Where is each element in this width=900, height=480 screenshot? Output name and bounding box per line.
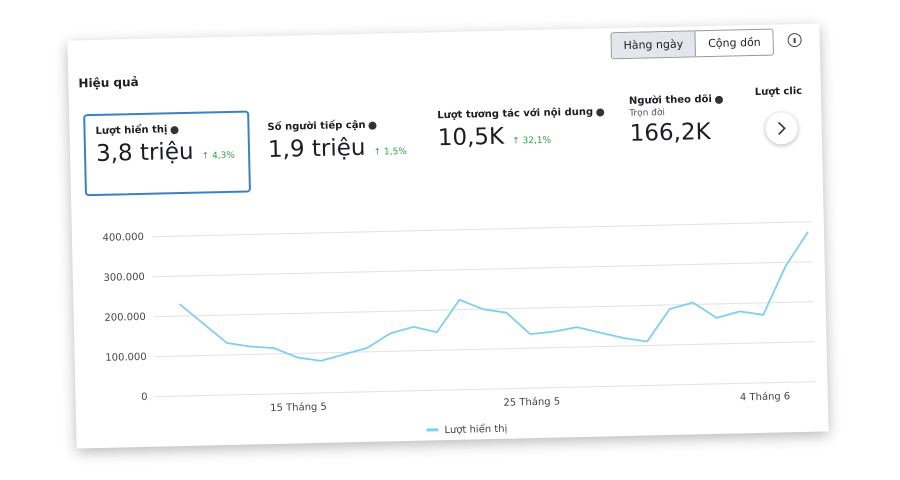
metric-card[interactable]: Lượt tương tác với nội dung 10,5K ↑ 32,1% [437,102,606,192]
grid-line [151,221,812,238]
metric-note: Trọn đời [629,108,666,119]
metric-label: Người theo dõi [628,93,713,107]
legend-label: Lượt hiển thị [444,422,507,436]
metric-label: Lượt clic [754,85,803,99]
y-tick-label: 400.000 [102,232,144,244]
metric-change: ↑ 32,1% [512,135,552,147]
info-icon [595,107,605,117]
info-icon [170,125,179,134]
metric-card[interactable]: Người theo dõi Trọn đời 166,2K [629,94,725,178]
card-title: Hiệu quả [78,74,139,91]
info-icon [368,121,377,130]
metric-value: 10,5K [437,123,505,152]
y-tick-label: 0 [141,392,148,403]
metric-change-value: 1,5% [383,146,407,158]
metric-label: Lượt tương tác với nội dung [437,106,594,122]
x-tick-label: 4 Tháng 6 [740,390,791,403]
y-tick-label: 200.000 [104,312,146,324]
chevron [777,121,786,136]
line-series [178,231,809,362]
metric-card[interactable]: Lượt hiển thị 3,8 triệu ↑ 4,3% [83,110,251,197]
metric-value: 166,2K [629,119,711,147]
legend-swatch [426,428,439,432]
x-tick-label: 25 Tháng 5 [503,395,560,408]
next-button[interactable] [765,112,799,145]
y-tick-label: 100.000 [105,352,147,364]
metric-card[interactable]: Số người tiếp cận 1,9 triệu ↑ 1,5% [267,107,408,204]
grid-line [155,381,816,398]
line-chart: 0 100.000 200.000 300.000 400.000 15 Tháng 5 2… [102,221,816,436]
metric-change-value: 4,3% [211,150,236,162]
metric-value: 3,8 triệu [95,138,194,167]
info-icon [714,95,723,104]
metric-label: Số người tiếp cận [267,119,366,134]
grid-line [152,261,813,278]
metric-change-value: 32,1% [522,135,552,147]
metric-label: Lượt hiển thị [95,124,168,137]
x-tick-label: 15 Tháng 5 [270,401,327,414]
toggle: Hàng ngày Cộng dồn [610,28,774,60]
performance-card: Hiệu quả Hàng ngày Cộng dồn Lượt hiển th… [67,23,829,449]
info-icon[interactable] [787,32,802,48]
y-tick-label: 300.000 [103,272,145,284]
chevron-path [777,121,786,136]
metric-change: ↑ 4,3% [201,150,236,162]
toggle-daily[interactable]: Hàng ngày [611,31,697,59]
metric-value: 1,9 triệu [267,134,366,164]
metric-change: ↑ 1,5% [373,146,407,158]
toggle-cumulative[interactable]: Cộng dồn [708,35,761,51]
grid-line [154,341,815,358]
